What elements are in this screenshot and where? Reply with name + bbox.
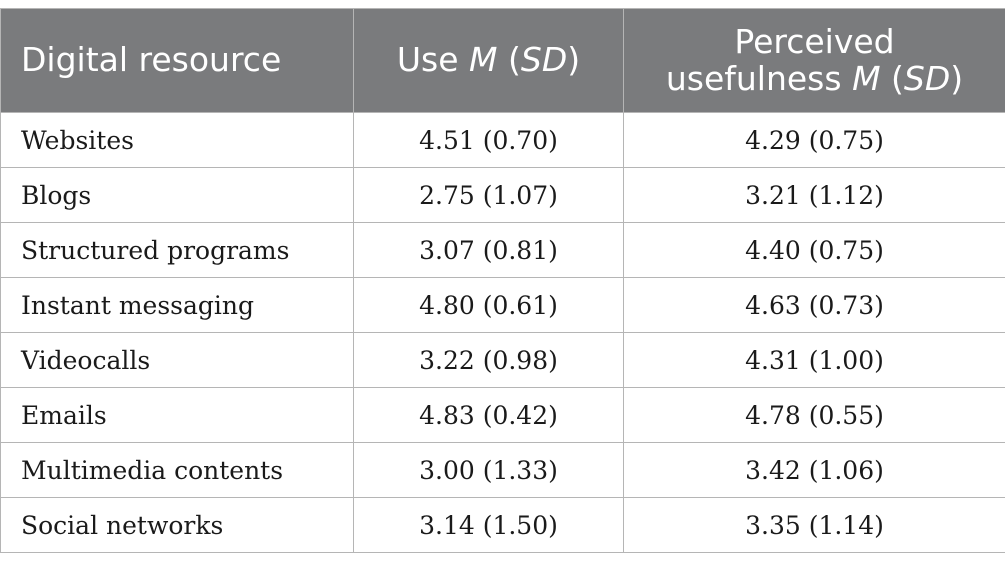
header-use-prefix: Use — [396, 40, 470, 80]
table-row: Videocalls 3.22 (0.98) 4.31 (1.00) — [0, 332, 1005, 388]
usefulness-cell: 4.31 (1.00) — [623, 332, 1005, 388]
table-row: Structured programs 3.07 (0.81) 4.40 (0.… — [0, 222, 1005, 278]
header-use-close: ) — [567, 40, 581, 80]
table-header: Digital resource Use M (SD) Perceived use… — [0, 8, 1005, 113]
usefulness-cell: 4.63 (0.73) — [623, 277, 1005, 333]
header-use-m: M — [469, 40, 498, 80]
header-usefulness-open: ( — [880, 58, 904, 98]
table-row: Emails 4.83 (0.42) 4.78 (0.55) — [0, 387, 1005, 443]
usefulness-cell: 4.29 (0.75) — [623, 112, 1005, 168]
header-use-open: ( — [497, 40, 521, 80]
usefulness-cell: 3.21 (1.12) — [623, 167, 1005, 223]
table-row: Instant messaging 4.80 (0.61) 4.63 (0.73… — [0, 277, 1005, 333]
use-cell: 2.75 (1.07) — [353, 167, 624, 223]
use-cell: 4.83 (0.42) — [353, 387, 624, 443]
header-use-sd: SD — [520, 40, 568, 80]
resource-cell: Social networks — [0, 497, 354, 553]
use-cell: 3.14 (1.50) — [353, 497, 624, 553]
use-cell: 3.22 (0.98) — [353, 332, 624, 388]
usefulness-cell: 4.40 (0.75) — [623, 222, 1005, 278]
header-usefulness-line1: Perceived — [734, 21, 895, 61]
resource-cell: Structured programs — [0, 222, 354, 278]
usefulness-cell: 3.35 (1.14) — [623, 497, 1005, 553]
table-row: Social networks 3.14 (1.50) 3.35 (1.14) — [0, 497, 1005, 553]
header-perceived-usefulness: Perceived usefulness M (SD) — [623, 8, 1005, 113]
usefulness-cell: 3.42 (1.06) — [623, 442, 1005, 498]
resource-cell: Emails — [0, 387, 354, 443]
header-use: Use M (SD) — [353, 8, 624, 113]
use-cell: 4.80 (0.61) — [353, 277, 624, 333]
header-usefulness-sd: SD — [903, 58, 951, 98]
header-digital-resource: Digital resource — [0, 8, 354, 113]
resource-cell: Instant messaging — [0, 277, 354, 333]
table-row: Websites 4.51 (0.70) 4.29 (0.75) — [0, 112, 1005, 168]
header-usefulness-prefix: usefulness — [665, 58, 853, 98]
header-usefulness-m: M — [852, 58, 881, 98]
resource-cell: Blogs — [0, 167, 354, 223]
resource-cell: Multimedia contents — [0, 442, 354, 498]
table-body: Websites 4.51 (0.70) 4.29 (0.75) Blogs 2… — [0, 112, 1005, 553]
table-row: Multimedia contents 3.00 (1.33) 3.42 (1.… — [0, 442, 1005, 498]
resource-cell: Websites — [0, 112, 354, 168]
resource-cell: Videocalls — [0, 332, 354, 388]
use-cell: 4.51 (0.70) — [353, 112, 624, 168]
digital-resources-table: Digital resource Use M (SD) Perceived use… — [0, 8, 1005, 553]
header-usefulness-close: ) — [950, 58, 964, 98]
table-row: Blogs 2.75 (1.07) 3.21 (1.12) — [0, 167, 1005, 223]
header-row: Digital resource Use M (SD) Perceived use… — [0, 8, 1005, 113]
usefulness-cell: 4.78 (0.55) — [623, 387, 1005, 443]
use-cell: 3.07 (0.81) — [353, 222, 624, 278]
use-cell: 3.00 (1.33) — [353, 442, 624, 498]
